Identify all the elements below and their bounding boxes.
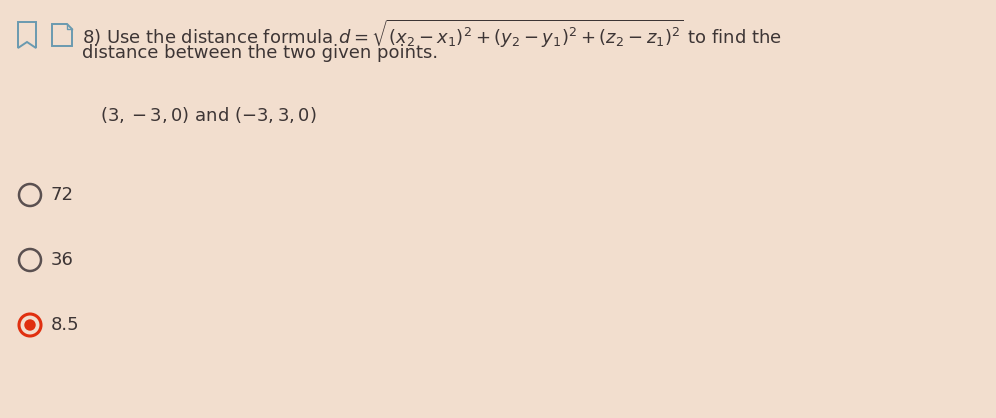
Circle shape — [19, 314, 41, 336]
Text: $(3, -3, 0)$ and $(-3, 3, 0)$: $(3, -3, 0)$ and $(-3, 3, 0)$ — [100, 105, 317, 125]
Text: 8.5: 8.5 — [51, 316, 80, 334]
Text: distance between the two given points.: distance between the two given points. — [82, 44, 438, 62]
Circle shape — [19, 184, 41, 206]
Text: 36: 36 — [51, 251, 74, 269]
Circle shape — [19, 249, 41, 271]
Circle shape — [24, 319, 36, 331]
Text: 72: 72 — [51, 186, 74, 204]
Text: 8) Use the distance formula $d = \sqrt{(x_2 - x_1)^2 + (y_2 - y_1)^2 + (z_2 - z_: 8) Use the distance formula $d = \sqrt{(… — [82, 18, 782, 51]
